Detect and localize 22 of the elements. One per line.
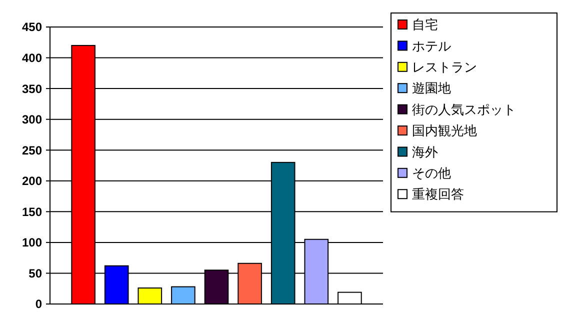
legend-label: レストラン (412, 60, 477, 76)
legend-label: 街の人気スポット (412, 102, 516, 118)
y-tick-label: 350 (22, 82, 42, 96)
y-tick-label: 200 (22, 174, 42, 188)
legend-label: 国内観光地 (412, 124, 477, 140)
bar (138, 287, 162, 304)
y-tick-label: 450 (22, 20, 42, 34)
y-tick-label: 150 (22, 204, 42, 219)
bar (171, 286, 196, 304)
legend-label: 自宅 (412, 17, 438, 34)
bar (338, 292, 362, 304)
legend-label: その他 (412, 166, 451, 182)
y-tick-label: 300 (22, 112, 42, 127)
legend-label: ホテル (412, 39, 451, 54)
y-tick-label: 50 (28, 266, 42, 280)
legend-label: 海外 (412, 145, 438, 160)
legend-label: 重複回答 (412, 188, 464, 203)
y-tick-label: 400 (22, 50, 42, 65)
y-tick-label: 0 (35, 297, 42, 312)
y-tick-label: 100 (22, 236, 42, 250)
y-tick-label: 250 (22, 143, 42, 158)
legend-label: 遊園地 (412, 82, 451, 97)
